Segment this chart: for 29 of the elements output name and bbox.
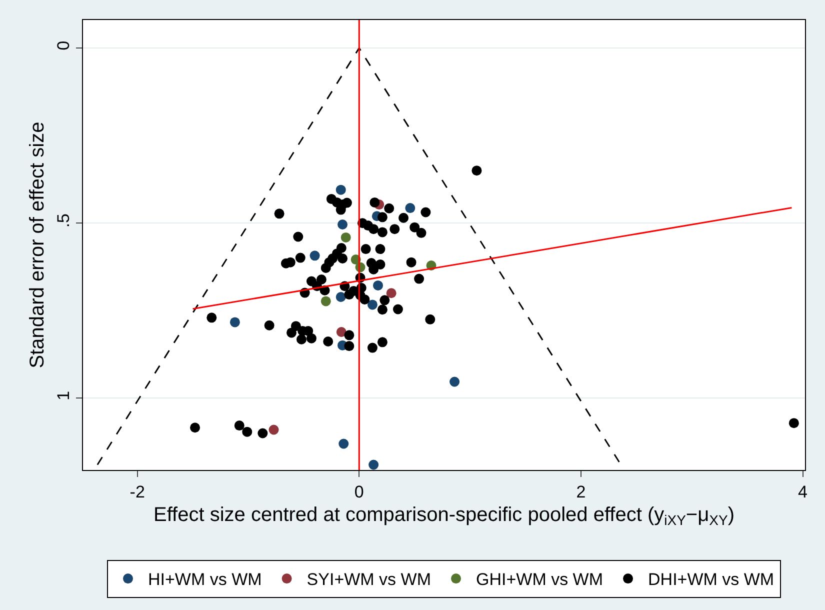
- point: [450, 376, 460, 387]
- x-axis-title: Effect size centred at comparison-specific pooled effect (y$_{iXY}$−μ$_{XY}$): [154, 504, 734, 528]
- point: [336, 327, 346, 338]
- y-tick-label: 0: [54, 40, 74, 50]
- x-tick-label: 0: [354, 482, 364, 502]
- x-tick-label: 2: [576, 482, 586, 502]
- x-tick-label: 4: [798, 482, 808, 502]
- point: [336, 184, 346, 195]
- legend-label: HI+WM vs WM: [148, 570, 262, 590]
- point: [320, 296, 331, 306]
- point: [386, 288, 396, 298]
- point: [367, 300, 378, 310]
- point: [268, 424, 279, 435]
- x-tick-label: -2: [130, 482, 145, 502]
- point: [338, 438, 349, 449]
- point: [230, 317, 240, 328]
- point: [340, 232, 351, 242]
- y-tick-label: 1: [54, 390, 74, 400]
- point: [336, 292, 346, 302]
- legend-label: GHI+WM vs WM: [476, 570, 604, 590]
- legend-label: SYI+WM vs WM: [306, 570, 431, 590]
- y-tick-label: .5: [54, 213, 74, 228]
- point: [338, 220, 348, 230]
- point: [373, 280, 384, 290]
- point: [405, 203, 416, 214]
- point: [368, 460, 379, 470]
- y-axis-title: Standard error of effect size: [26, 122, 49, 368]
- legend-label: DHI+WM vs WM: [648, 570, 774, 590]
- point: [310, 250, 320, 261]
